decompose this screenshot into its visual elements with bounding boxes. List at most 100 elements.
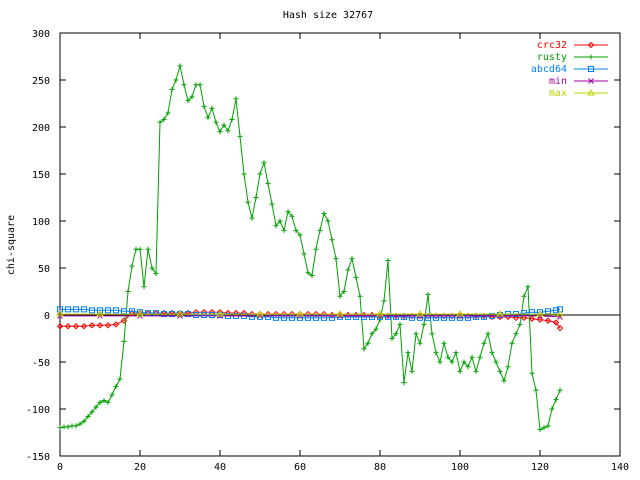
- max-point: [56, 310, 64, 317]
- crc32-point: [556, 324, 564, 332]
- rusty-point: [481, 340, 487, 346]
- abcd64-point: [329, 314, 335, 321]
- max-point: [216, 310, 224, 317]
- rusty-point: [505, 364, 511, 370]
- rusty-point: [173, 77, 179, 83]
- rusty-point: [245, 199, 251, 205]
- rusty-point: [241, 171, 247, 177]
- abcd64-point: [449, 314, 455, 321]
- rusty-point: [113, 383, 119, 389]
- rusty-point: [361, 346, 367, 352]
- rusty-point: [277, 218, 283, 224]
- rusty-point: [261, 160, 267, 166]
- rusty-point: [489, 350, 495, 356]
- rusty-point: [145, 246, 151, 252]
- rusty-point: [293, 227, 299, 233]
- rusty-point: [177, 63, 183, 69]
- rusty-point: [501, 378, 507, 384]
- abcd64-point: [441, 314, 447, 321]
- rusty-point: [469, 354, 475, 360]
- rusty-point: [205, 115, 211, 121]
- abcd64-point: [73, 306, 79, 313]
- rusty-point: [429, 331, 435, 337]
- x-tick-label: 120: [531, 462, 549, 473]
- rusty-point: [65, 424, 71, 430]
- crc32-point: [112, 321, 120, 328]
- rusty-point: [97, 399, 103, 405]
- rusty-point: [417, 340, 423, 346]
- y-axis-label: chi-square: [6, 215, 17, 275]
- abcd64-point: [97, 307, 103, 314]
- rusty-point: [409, 368, 415, 374]
- rusty-point: [497, 368, 503, 374]
- legend-label-rusty: rusty: [537, 52, 567, 63]
- crc32-point: [552, 319, 560, 326]
- abcd64-point: [89, 307, 95, 314]
- rusty-point: [445, 354, 451, 360]
- rusty-point: [557, 387, 563, 393]
- plot-area-frame: [59, 32, 621, 457]
- crc32-point: [400, 312, 408, 320]
- crc32-point: [536, 316, 544, 323]
- rusty-point: [197, 82, 203, 88]
- rusty-point: [449, 359, 455, 365]
- rusty-point: [453, 350, 459, 356]
- rusty-point: [129, 263, 135, 269]
- y-tick-label: 0: [44, 311, 50, 322]
- rusty-point: [169, 86, 175, 92]
- rusty-point: [221, 122, 227, 128]
- rusty-point: [213, 119, 219, 125]
- crc32-point: [272, 310, 280, 318]
- rusty-point: [117, 376, 123, 382]
- rusty-point: [285, 209, 291, 215]
- rusty-line: [59, 65, 561, 431]
- rusty-point: [161, 116, 167, 122]
- rusty-point: [349, 256, 355, 262]
- abcd64-point: [81, 306, 87, 313]
- y-tick-label: 200: [32, 123, 50, 134]
- rusty-point: [233, 96, 239, 102]
- rusty-point: [265, 180, 271, 186]
- rusty-point: [165, 110, 171, 116]
- rusty-point: [509, 340, 515, 346]
- rusty-point: [229, 116, 235, 122]
- x-axis: 0 20 40 60 80 100 120 140: [57, 33, 629, 473]
- rusty-point: [353, 274, 359, 280]
- abcd64-point: [65, 306, 71, 313]
- legend-marker-max: [587, 89, 595, 96]
- rusty-point: [485, 331, 491, 337]
- rusty-point: [137, 246, 143, 252]
- rusty-point: [77, 421, 83, 427]
- rusty-point: [385, 257, 391, 263]
- crc32-point: [88, 322, 96, 329]
- abcd64-point: [201, 312, 207, 318]
- max-point: [336, 310, 344, 317]
- rusty-point: [297, 232, 303, 238]
- crc32-point: [64, 323, 72, 330]
- rusty-point: [401, 380, 407, 386]
- y-tick-label: 300: [32, 29, 50, 40]
- rusty-point: [325, 218, 331, 224]
- x-tick-label: 20: [134, 462, 146, 473]
- legend-label-min: min: [549, 76, 567, 87]
- rusty-point: [249, 215, 255, 221]
- crc32-point: [480, 312, 488, 320]
- rusty-point: [549, 406, 555, 412]
- rusty-point: [513, 331, 519, 337]
- rusty-point: [269, 201, 275, 207]
- x-tick-label: 80: [374, 462, 386, 473]
- legend-marker-rusty: [588, 54, 594, 60]
- abcd64-point: [113, 307, 119, 314]
- legend-label-max: max: [549, 88, 567, 99]
- rusty-point: [289, 213, 295, 219]
- legend-marker-min: [588, 78, 594, 84]
- max-point: [536, 310, 544, 317]
- crc32-point: [472, 312, 480, 320]
- max-point: [176, 310, 184, 317]
- crc32-point: [56, 323, 64, 330]
- crc32-point: [104, 322, 112, 329]
- chart-title: Hash size 32767: [283, 10, 373, 21]
- rusty-point: [493, 359, 499, 365]
- rusty-point: [413, 331, 419, 337]
- rusty-point: [141, 284, 147, 290]
